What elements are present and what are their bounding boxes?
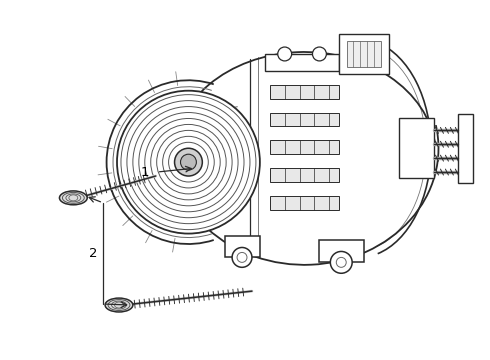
Polygon shape xyxy=(458,113,473,183)
Polygon shape xyxy=(270,140,339,154)
Polygon shape xyxy=(265,54,339,71)
Polygon shape xyxy=(347,41,381,67)
Polygon shape xyxy=(225,235,260,257)
Polygon shape xyxy=(270,85,339,99)
Ellipse shape xyxy=(59,191,87,205)
Polygon shape xyxy=(270,168,339,182)
Polygon shape xyxy=(339,34,389,74)
Text: 2: 2 xyxy=(89,247,97,260)
Text: 1: 1 xyxy=(140,166,149,179)
Circle shape xyxy=(117,91,260,234)
Ellipse shape xyxy=(151,29,439,267)
Ellipse shape xyxy=(105,298,133,312)
Circle shape xyxy=(278,47,292,61)
Polygon shape xyxy=(270,196,339,210)
Circle shape xyxy=(313,47,326,61)
Circle shape xyxy=(232,247,252,267)
Polygon shape xyxy=(319,239,364,262)
Polygon shape xyxy=(399,118,434,178)
Circle shape xyxy=(330,251,352,273)
Circle shape xyxy=(180,154,196,170)
Circle shape xyxy=(174,148,202,176)
Polygon shape xyxy=(270,113,339,126)
